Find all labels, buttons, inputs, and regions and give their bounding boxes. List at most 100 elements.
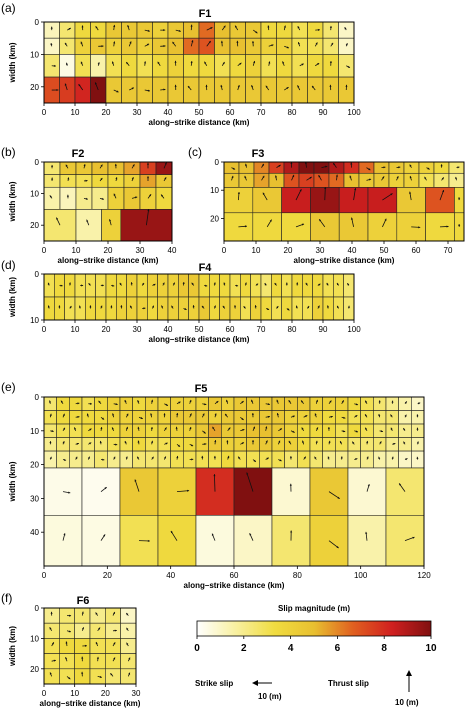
slip-vector-head	[458, 223, 461, 226]
slip-vector-head	[398, 166, 401, 169]
slip-vector-head	[319, 219, 322, 222]
slip-vector-head	[172, 41, 175, 45]
slip-vector-head	[84, 644, 87, 647]
slip-cell	[388, 172, 405, 188]
slip-vector-head	[231, 175, 234, 178]
slip-vector-head	[390, 193, 393, 196]
slip-vector-head	[85, 197, 88, 200]
slip-vector-head	[289, 456, 292, 459]
slip-vector-head	[251, 440, 255, 442]
slip-vector-head	[146, 43, 150, 46]
slip-vector-head	[100, 305, 103, 308]
slip-vector-head	[396, 176, 399, 179]
slip-vector-head	[213, 305, 216, 308]
slip-vector-head	[314, 413, 317, 416]
slip-vector-head	[172, 282, 175, 285]
slip-vector-head	[201, 305, 204, 308]
slip-vector-head	[244, 175, 247, 179]
slip-cell	[136, 37, 153, 55]
slip-vector-head	[355, 403, 359, 406]
slip-cell	[145, 437, 159, 452]
slip-vector-head	[267, 25, 270, 28]
y-axis-label: width (km)	[8, 277, 17, 318]
slip-cell	[94, 450, 108, 469]
slip-cell	[81, 423, 95, 438]
slip-cell	[396, 187, 426, 214]
slip-vector-head	[329, 400, 332, 403]
slip-cell	[411, 423, 425, 438]
slip-vector-head	[151, 440, 154, 443]
slip-vector-head	[404, 401, 407, 404]
x-tick-label: 50	[195, 325, 204, 334]
slip-vector-head	[81, 627, 84, 630]
slip-vector-head	[287, 308, 290, 311]
slip-vector-head	[142, 283, 145, 286]
x-tick-label: 20	[101, 689, 110, 698]
x-tick-label: 60	[412, 246, 421, 255]
slip-vector-head	[354, 188, 357, 191]
slip-vector-head	[297, 26, 300, 29]
slip-cell	[385, 437, 399, 452]
slip-vector-head	[302, 440, 305, 443]
slip-vector-head	[147, 89, 150, 92]
slip-vector-head	[48, 400, 52, 403]
slip-cell	[198, 54, 215, 78]
slip-cell	[90, 37, 107, 55]
slip-vector-head	[51, 430, 54, 433]
slip-vector-head	[88, 283, 91, 286]
slip-cell	[403, 172, 420, 188]
slip-vector-head	[440, 164, 443, 167]
slip-vector-head	[355, 415, 358, 418]
slip-vector-head	[329, 25, 332, 28]
slip-vector-head	[236, 40, 239, 43]
slip-vector-head	[344, 27, 347, 30]
slip-vector-head	[234, 305, 237, 308]
slip-vector-head	[114, 163, 117, 166]
panel-a: (a) F1 0 10 20 30 40 50 60 70 80 90 100 0 10 20 along–st…	[1, 1, 361, 127]
slip-vector-head	[53, 659, 56, 662]
slip-cell	[418, 172, 435, 188]
slip-vector-head	[318, 175, 321, 178]
slip-vector-head	[49, 672, 52, 675]
slip-cell	[245, 54, 262, 78]
slip-cell	[90, 54, 107, 78]
slip-cell	[312, 273, 324, 298]
slip-vector-head	[163, 45, 166, 48]
slip-vector-head	[98, 627, 101, 630]
slip-vector-head	[316, 427, 319, 430]
slip-vector-head	[144, 61, 147, 64]
slip-vector-head	[85, 179, 88, 182]
slip-vector-head	[262, 175, 265, 179]
colorbar-tick-label: 0	[194, 643, 200, 654]
x-axis-label: along–strike distance (km)	[149, 335, 250, 344]
slip-vector-head	[97, 62, 100, 65]
slip-vector-head	[288, 440, 291, 444]
slip-vector-head	[278, 440, 281, 443]
slip-cell	[136, 54, 153, 78]
slip-cell	[283, 172, 300, 188]
slip-cell	[94, 410, 108, 425]
slip-vector-head	[264, 283, 267, 286]
slip-vector-head	[176, 413, 179, 416]
slip-vector-head	[237, 85, 240, 88]
slip-vector-head	[102, 458, 105, 461]
slip-vector-head	[211, 533, 214, 536]
slip-vector-head	[336, 546, 339, 549]
colorbar-bar	[196, 620, 432, 637]
slip-vector-head	[113, 41, 116, 44]
y-tick-label: 0	[35, 393, 40, 402]
x-tick-label: 0	[42, 108, 47, 117]
slip-cell	[229, 54, 246, 78]
y-tick-label: 0	[35, 270, 40, 279]
y-tick-label: 20	[30, 221, 39, 230]
slip-vector-head	[164, 177, 167, 180]
slip-vector-head	[301, 223, 305, 226]
slip-vector-head	[326, 305, 330, 308]
slip-vector-head	[220, 40, 223, 43]
slip-vector-head	[343, 416, 346, 419]
slip-vector-head	[282, 61, 285, 64]
slip-cell	[74, 37, 91, 55]
x-axis-label: along–strike distance (km)	[40, 699, 141, 708]
slip-vector-head	[286, 46, 289, 49]
x-tick-label: 80	[288, 325, 297, 334]
